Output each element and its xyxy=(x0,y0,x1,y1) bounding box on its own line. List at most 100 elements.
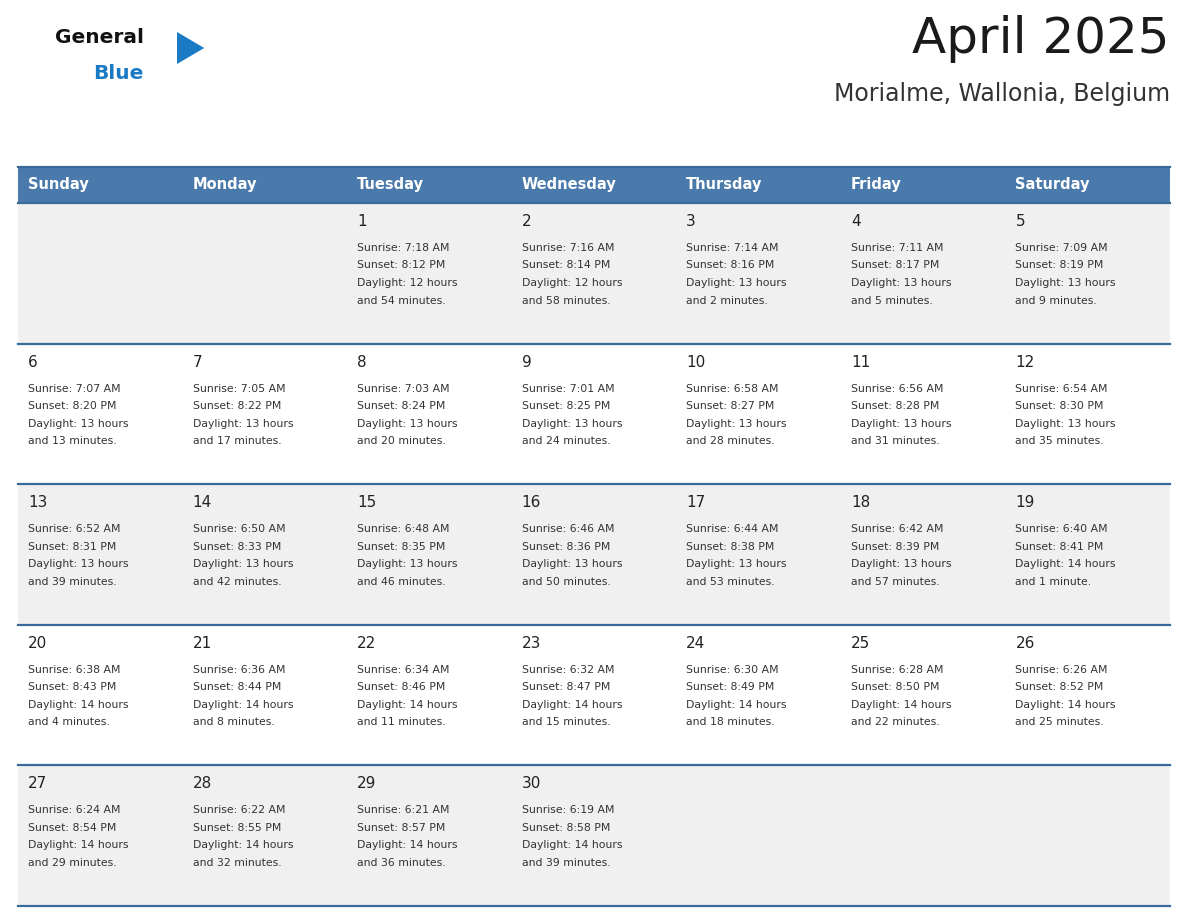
Text: and 58 minutes.: and 58 minutes. xyxy=(522,296,611,306)
Text: and 22 minutes.: and 22 minutes. xyxy=(851,717,940,727)
Text: and 28 minutes.: and 28 minutes. xyxy=(687,436,775,446)
Text: Sunset: 8:50 PM: Sunset: 8:50 PM xyxy=(851,682,940,692)
Text: 4: 4 xyxy=(851,214,860,229)
Text: Sunset: 8:35 PM: Sunset: 8:35 PM xyxy=(358,542,446,552)
Text: Sunset: 8:54 PM: Sunset: 8:54 PM xyxy=(29,823,116,833)
Text: Friday: Friday xyxy=(851,177,902,193)
Text: Sunset: 8:41 PM: Sunset: 8:41 PM xyxy=(1016,542,1104,552)
Bar xyxy=(1005,167,1170,203)
Text: Daylight: 13 hours: Daylight: 13 hours xyxy=(851,278,952,288)
Text: Sunrise: 6:28 AM: Sunrise: 6:28 AM xyxy=(851,665,943,675)
Text: Sunrise: 7:03 AM: Sunrise: 7:03 AM xyxy=(358,384,450,394)
Text: Sunrise: 7:01 AM: Sunrise: 7:01 AM xyxy=(522,384,614,394)
Bar xyxy=(841,167,1005,203)
Text: Daylight: 14 hours: Daylight: 14 hours xyxy=(1016,559,1116,569)
Bar xyxy=(18,167,183,203)
Text: and 13 minutes.: and 13 minutes. xyxy=(29,436,116,446)
Text: and 9 minutes.: and 9 minutes. xyxy=(1016,296,1098,306)
Text: Sunrise: 6:44 AM: Sunrise: 6:44 AM xyxy=(687,524,779,534)
Text: Sunset: 8:20 PM: Sunset: 8:20 PM xyxy=(29,401,116,411)
Text: Sunrise: 6:36 AM: Sunrise: 6:36 AM xyxy=(192,665,285,675)
Text: Morialme, Wallonia, Belgium: Morialme, Wallonia, Belgium xyxy=(834,82,1170,106)
Text: 2: 2 xyxy=(522,214,531,229)
Text: Sunset: 8:12 PM: Sunset: 8:12 PM xyxy=(358,261,446,271)
Text: Sunset: 8:47 PM: Sunset: 8:47 PM xyxy=(522,682,611,692)
Text: 24: 24 xyxy=(687,636,706,651)
Text: and 50 minutes.: and 50 minutes. xyxy=(522,577,611,587)
Text: and 1 minute.: and 1 minute. xyxy=(1016,577,1092,587)
Text: 8: 8 xyxy=(358,354,367,370)
Text: Blue: Blue xyxy=(93,64,144,83)
Text: Sunrise: 7:11 AM: Sunrise: 7:11 AM xyxy=(851,243,943,253)
Text: Daylight: 13 hours: Daylight: 13 hours xyxy=(851,559,952,569)
Text: Sunrise: 6:38 AM: Sunrise: 6:38 AM xyxy=(29,665,120,675)
Text: Sunrise: 7:14 AM: Sunrise: 7:14 AM xyxy=(687,243,779,253)
Text: 17: 17 xyxy=(687,495,706,510)
Text: General: General xyxy=(55,28,144,47)
Text: Daylight: 14 hours: Daylight: 14 hours xyxy=(1016,700,1116,710)
Text: and 2 minutes.: and 2 minutes. xyxy=(687,296,767,306)
Text: and 25 minutes.: and 25 minutes. xyxy=(1016,717,1104,727)
Text: Daylight: 14 hours: Daylight: 14 hours xyxy=(192,840,293,850)
Text: Daylight: 13 hours: Daylight: 13 hours xyxy=(851,419,952,429)
Text: Sunrise: 6:42 AM: Sunrise: 6:42 AM xyxy=(851,524,943,534)
Text: Sunset: 8:33 PM: Sunset: 8:33 PM xyxy=(192,542,280,552)
Text: and 35 minutes.: and 35 minutes. xyxy=(1016,436,1104,446)
Text: 26: 26 xyxy=(1016,636,1035,651)
Text: 25: 25 xyxy=(851,636,870,651)
Text: Sunset: 8:46 PM: Sunset: 8:46 PM xyxy=(358,682,446,692)
Text: Monday: Monday xyxy=(192,177,257,193)
Text: Daylight: 13 hours: Daylight: 13 hours xyxy=(29,419,128,429)
Text: 29: 29 xyxy=(358,777,377,791)
Text: Sunset: 8:17 PM: Sunset: 8:17 PM xyxy=(851,261,940,271)
Text: and 17 minutes.: and 17 minutes. xyxy=(192,436,282,446)
Text: and 42 minutes.: and 42 minutes. xyxy=(192,577,282,587)
Text: 28: 28 xyxy=(192,777,211,791)
Text: Daylight: 13 hours: Daylight: 13 hours xyxy=(192,559,293,569)
Text: Sunset: 8:22 PM: Sunset: 8:22 PM xyxy=(192,401,280,411)
Text: April 2025: April 2025 xyxy=(912,15,1170,63)
Text: Sunset: 8:19 PM: Sunset: 8:19 PM xyxy=(1016,261,1104,271)
Text: 14: 14 xyxy=(192,495,211,510)
Text: 30: 30 xyxy=(522,777,541,791)
Text: Sunset: 8:36 PM: Sunset: 8:36 PM xyxy=(522,542,611,552)
Text: 3: 3 xyxy=(687,214,696,229)
Text: and 8 minutes.: and 8 minutes. xyxy=(192,717,274,727)
Text: Thursday: Thursday xyxy=(687,177,763,193)
Text: Tuesday: Tuesday xyxy=(358,177,424,193)
Text: Sunrise: 6:24 AM: Sunrise: 6:24 AM xyxy=(29,805,120,815)
Text: Sunset: 8:16 PM: Sunset: 8:16 PM xyxy=(687,261,775,271)
Bar xyxy=(18,766,1170,906)
Text: Sunrise: 6:46 AM: Sunrise: 6:46 AM xyxy=(522,524,614,534)
Text: Daylight: 13 hours: Daylight: 13 hours xyxy=(29,559,128,569)
Text: and 39 minutes.: and 39 minutes. xyxy=(29,577,116,587)
Text: Saturday: Saturday xyxy=(1016,177,1089,193)
Bar xyxy=(183,167,347,203)
Text: Sunrise: 6:50 AM: Sunrise: 6:50 AM xyxy=(192,524,285,534)
Text: Sunrise: 6:34 AM: Sunrise: 6:34 AM xyxy=(358,665,449,675)
Text: 10: 10 xyxy=(687,354,706,370)
Text: Daylight: 14 hours: Daylight: 14 hours xyxy=(192,700,293,710)
Text: Sunrise: 6:56 AM: Sunrise: 6:56 AM xyxy=(851,384,943,394)
Text: Sunset: 8:44 PM: Sunset: 8:44 PM xyxy=(192,682,280,692)
Polygon shape xyxy=(177,32,204,64)
Text: and 36 minutes.: and 36 minutes. xyxy=(358,858,446,868)
Text: Sunset: 8:25 PM: Sunset: 8:25 PM xyxy=(522,401,611,411)
Text: Sunday: Sunday xyxy=(29,177,89,193)
Text: Sunset: 8:39 PM: Sunset: 8:39 PM xyxy=(851,542,940,552)
Text: Daylight: 13 hours: Daylight: 13 hours xyxy=(522,559,623,569)
Text: 6: 6 xyxy=(29,354,38,370)
Text: and 5 minutes.: and 5 minutes. xyxy=(851,296,933,306)
Text: Sunrise: 6:52 AM: Sunrise: 6:52 AM xyxy=(29,524,120,534)
Text: Sunrise: 7:05 AM: Sunrise: 7:05 AM xyxy=(192,384,285,394)
Text: Sunset: 8:55 PM: Sunset: 8:55 PM xyxy=(192,823,280,833)
Text: Daylight: 13 hours: Daylight: 13 hours xyxy=(358,419,457,429)
Text: and 4 minutes.: and 4 minutes. xyxy=(29,717,109,727)
Bar xyxy=(18,625,1170,766)
Text: Sunset: 8:43 PM: Sunset: 8:43 PM xyxy=(29,682,116,692)
Text: Sunrise: 6:30 AM: Sunrise: 6:30 AM xyxy=(687,665,779,675)
Text: Sunrise: 6:22 AM: Sunrise: 6:22 AM xyxy=(192,805,285,815)
Text: Daylight: 14 hours: Daylight: 14 hours xyxy=(358,840,457,850)
Text: Sunset: 8:49 PM: Sunset: 8:49 PM xyxy=(687,682,775,692)
Text: 18: 18 xyxy=(851,495,870,510)
